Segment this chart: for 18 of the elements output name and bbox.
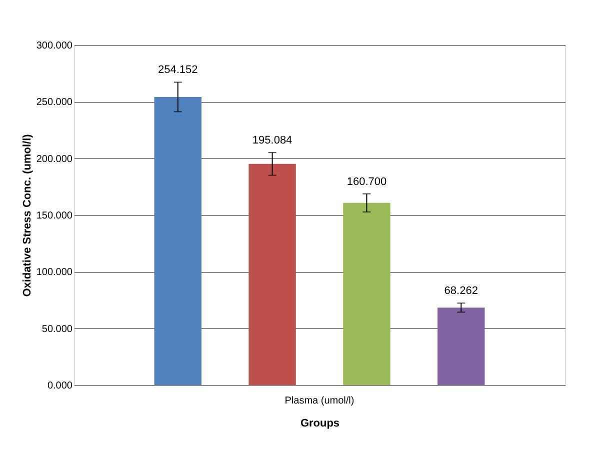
bar (248, 164, 296, 385)
x-axis-title: Groups (300, 418, 340, 430)
bar (438, 308, 485, 385)
bar (154, 96, 202, 385)
x-tick-label: Plasma (umol/l) (284, 396, 354, 406)
y-tick-label: 0.000 (47, 380, 73, 392)
y-tick-label: 50.000 (42, 324, 73, 335)
y-axis-title: Oxidative Stress Conc. (umol/l) (21, 134, 34, 297)
data-label: 160.700 (346, 176, 387, 188)
y-tick-label: 200.000 (36, 154, 73, 165)
data-label: 68.262 (444, 285, 478, 298)
y-tick-label: 300.000 (36, 40, 73, 52)
y-tick-label: 250.000 (36, 97, 73, 108)
data-label: 254.152 (158, 64, 198, 76)
y-tick-label: 100.000 (36, 267, 73, 278)
y-tick-label: 150.000 (36, 210, 73, 222)
bar (343, 202, 390, 385)
data-label: 195.084 (252, 134, 292, 147)
